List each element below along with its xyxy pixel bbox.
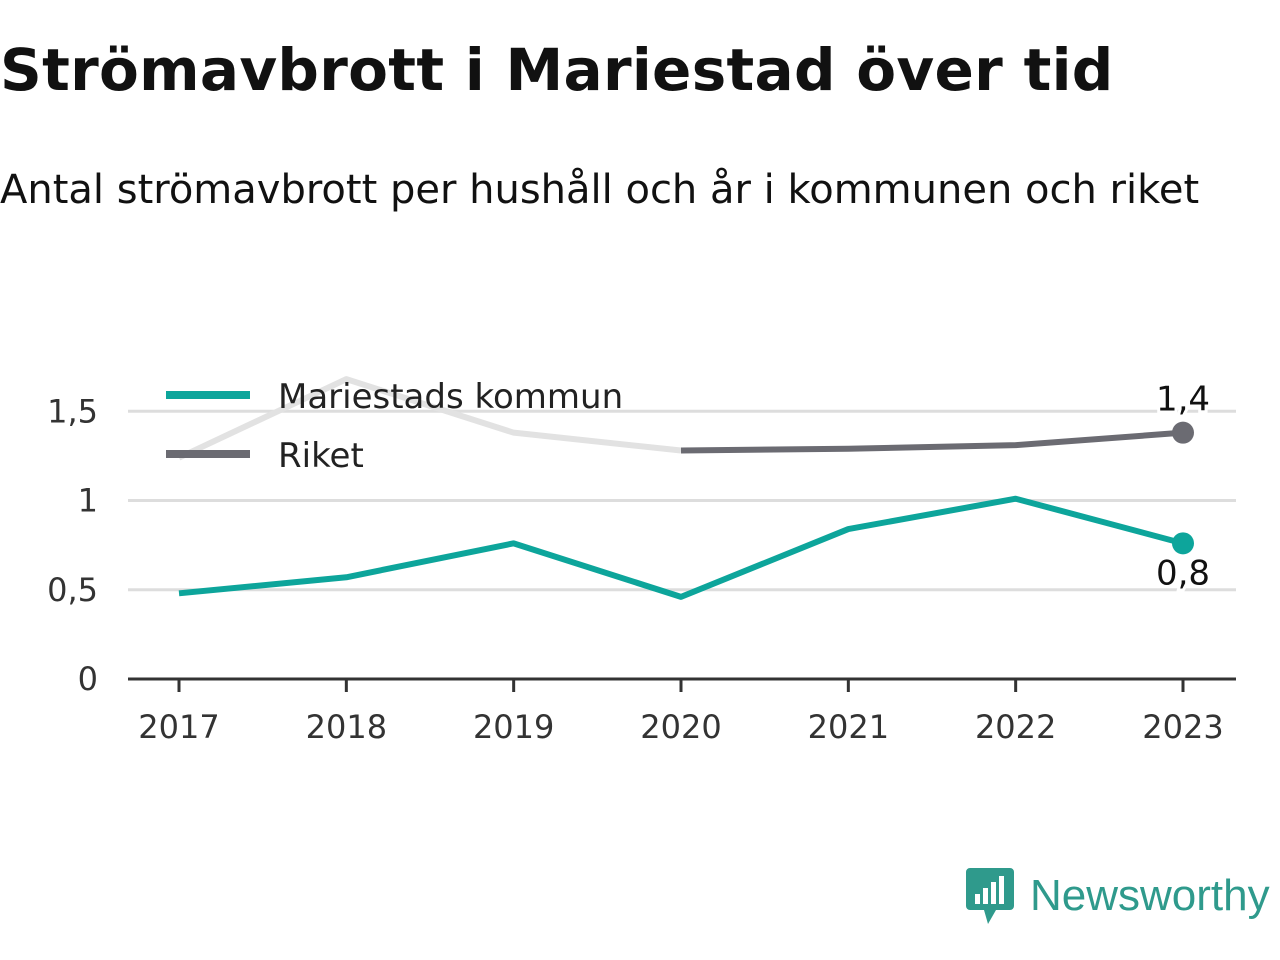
legend-label-riket: Riket	[278, 436, 364, 476]
data-labels: 1,4 0,8	[1153, 377, 1213, 597]
x-tick-label: 2020	[640, 708, 721, 746]
newsworthy-wordmark: Newsworthy	[1030, 871, 1270, 920]
series-line-mariestad	[178, 495, 1184, 600]
x-tick-label: 2019	[473, 708, 554, 746]
x-tick-label: 2017	[138, 708, 219, 746]
y-tick-label: 0,5	[47, 571, 98, 609]
x-tick-label: 2021	[808, 708, 889, 746]
x-tick-label: 2022	[975, 708, 1056, 746]
gridlines	[128, 409, 1236, 592]
chart-subtitle: Antal strömavbrott per hushåll och år i …	[0, 167, 1200, 213]
end-point-riket	[1172, 421, 1194, 444]
x-tick-label: 2023	[1142, 708, 1223, 746]
data-label-mariestad: 0,8	[1156, 553, 1210, 593]
chart-title: Strömavbrott i Mariestad över tid	[0, 36, 1114, 104]
series-lines	[177, 376, 1184, 600]
y-tick-label: 1	[78, 482, 98, 520]
series-line-riket	[680, 429, 1184, 454]
axes: 0 0,5 1 1,5 2017 2018 2019 2020 2021 2022 2023	[47, 392, 1236, 746]
newsworthy-logo-icon	[966, 868, 1014, 924]
end-point-mariestad	[1172, 532, 1194, 555]
legend-label-mariestad: Mariestads kommun	[278, 377, 623, 417]
y-tick-label: 0	[78, 660, 98, 698]
data-label-riket: 1,4	[1156, 380, 1210, 420]
legend: Mariestads kommun Riket	[166, 377, 623, 476]
x-tick-label: 2018	[306, 708, 387, 746]
y-tick-label: 1,5	[47, 392, 98, 430]
series-line-riket-faded	[177, 376, 682, 461]
newsworthy-logo: Newsworthy	[964, 864, 1270, 928]
